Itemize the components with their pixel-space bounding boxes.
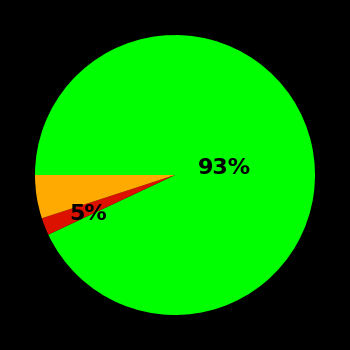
Text: 93%: 93%	[197, 158, 251, 178]
Text: 5%: 5%	[69, 204, 107, 224]
Wedge shape	[42, 175, 175, 234]
Wedge shape	[35, 35, 315, 315]
Wedge shape	[35, 175, 175, 218]
